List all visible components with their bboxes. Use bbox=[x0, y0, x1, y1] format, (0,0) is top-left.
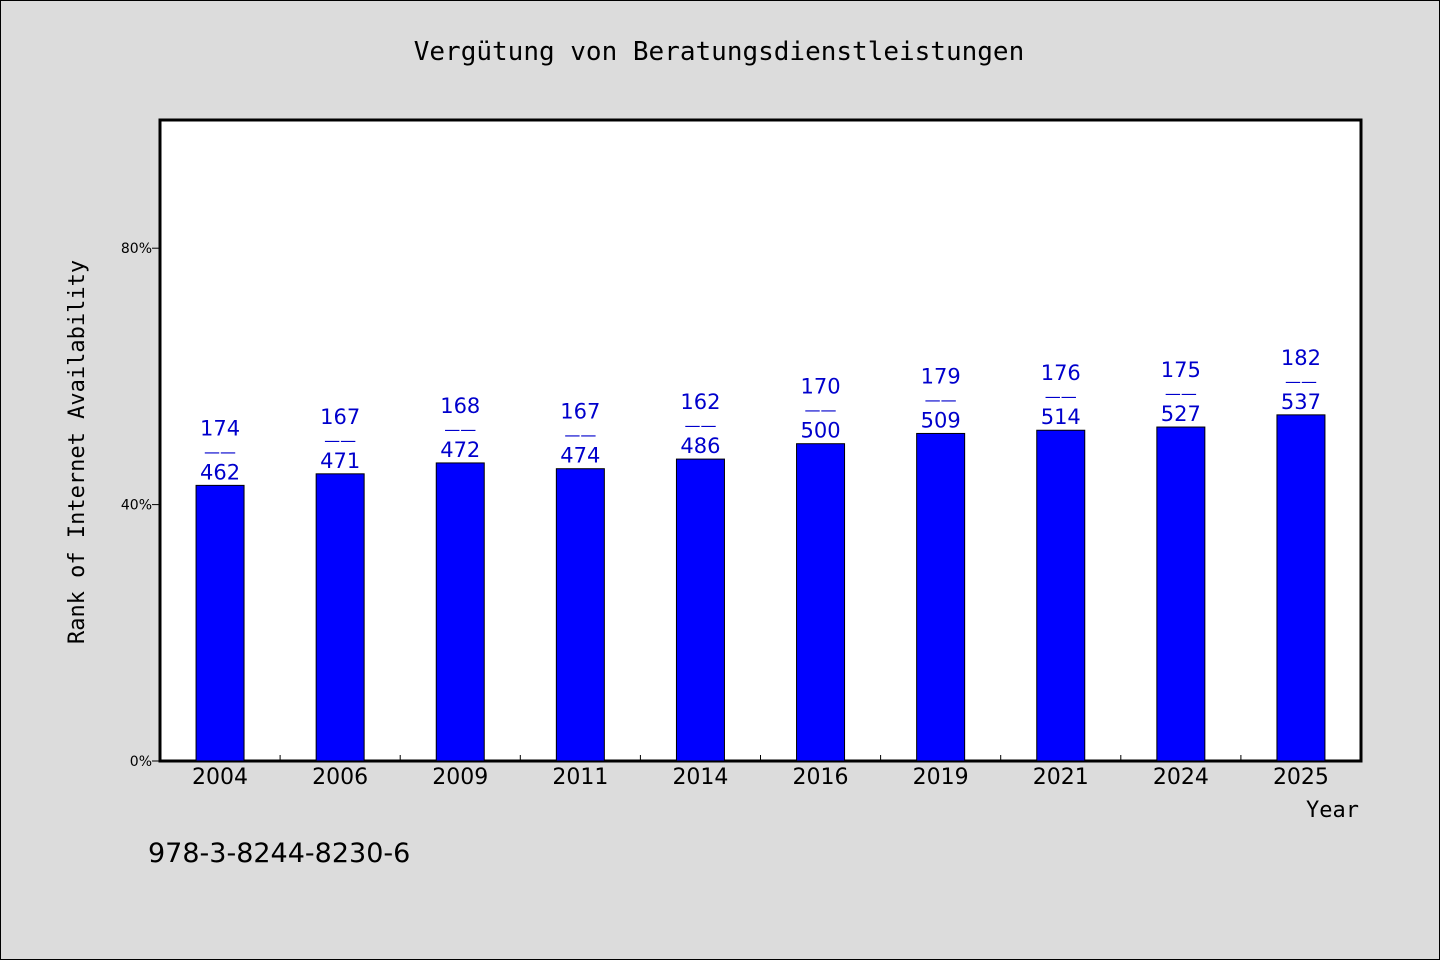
bar-2016 bbox=[796, 443, 846, 762]
data-label-bottom-2014: 486 bbox=[680, 434, 720, 458]
data-label-top-2014: 162 bbox=[680, 390, 720, 414]
x-tick-label-2009: 2009 bbox=[432, 765, 488, 790]
data-label-top-2016: 170 bbox=[801, 375, 841, 399]
x-tick-label-2024: 2024 bbox=[1153, 765, 1209, 790]
y-tick-label-40: 40% bbox=[121, 498, 152, 514]
data-label-top-2011: 167 bbox=[560, 400, 600, 424]
data-label-separator-2004: —— bbox=[204, 442, 236, 461]
bar-2021 bbox=[1036, 429, 1086, 762]
x-tick-label-2021: 2021 bbox=[1033, 765, 1089, 790]
data-label-top-2025: 182 bbox=[1281, 346, 1321, 370]
bar-2014 bbox=[675, 458, 725, 762]
bar-2024 bbox=[1156, 426, 1206, 762]
data-label-separator-2016: —— bbox=[805, 401, 837, 420]
data-label-top-2009: 168 bbox=[440, 394, 480, 418]
isbn-text: 978-3-8244-8230-6 bbox=[148, 838, 410, 869]
data-label-bottom-2011: 474 bbox=[560, 444, 600, 468]
x-tick-label-2006: 2006 bbox=[312, 765, 368, 790]
chart-title: Vergütung von Beratungsdienstleistungen bbox=[414, 37, 1024, 67]
data-label-bottom-2019: 509 bbox=[921, 408, 961, 432]
data-label-separator-2014: —— bbox=[684, 416, 716, 435]
bar-2011 bbox=[555, 468, 605, 762]
bar-2004 bbox=[195, 484, 245, 762]
y-tick-label-80: 80% bbox=[121, 241, 152, 257]
y-axis-label: Rank of Internet Availability bbox=[65, 260, 90, 644]
data-label-separator-2019: —— bbox=[925, 390, 957, 409]
data-label-top-2024: 175 bbox=[1161, 358, 1201, 382]
data-label-separator-2009: —— bbox=[444, 420, 476, 439]
x-tick-label-2025: 2025 bbox=[1273, 765, 1329, 790]
x-tick-label-2011: 2011 bbox=[552, 765, 608, 790]
data-label-bottom-2016: 500 bbox=[801, 419, 841, 443]
bar-2006 bbox=[315, 473, 365, 762]
data-label-top-2004: 174 bbox=[200, 416, 240, 440]
x-tick-label-2019: 2019 bbox=[913, 765, 969, 790]
data-label-bottom-2004: 462 bbox=[200, 460, 240, 484]
data-label-separator-2025: —— bbox=[1285, 372, 1317, 391]
bar-2025 bbox=[1276, 414, 1326, 762]
x-tick-label-2004: 2004 bbox=[192, 765, 248, 790]
data-label-top-2006: 167 bbox=[320, 405, 360, 429]
data-labels-layer: 174——462167——471168——472167——474162——486… bbox=[200, 346, 1321, 485]
bars-layer bbox=[195, 414, 1326, 762]
data-label-bottom-2024: 527 bbox=[1161, 402, 1201, 426]
data-label-bottom-2021: 514 bbox=[1041, 405, 1081, 429]
data-label-separator-2006: —— bbox=[324, 431, 356, 450]
data-label-separator-2011: —— bbox=[564, 426, 596, 445]
data-label-bottom-2006: 471 bbox=[320, 449, 360, 473]
bar-2019 bbox=[916, 432, 966, 762]
y-axis: 0% 40% 80% bbox=[121, 241, 160, 770]
x-tick-label-2016: 2016 bbox=[793, 765, 849, 790]
x-axis: 2004 2006 2009 2011 2014 2016 2019 2021 2024 2025 bbox=[192, 755, 1329, 790]
x-axis-label: Year bbox=[1306, 798, 1359, 823]
data-label-bottom-2025: 537 bbox=[1281, 390, 1321, 414]
data-label-separator-2021: —— bbox=[1045, 387, 1077, 406]
data-label-top-2021: 176 bbox=[1041, 361, 1081, 385]
x-tick-label-2014: 2014 bbox=[672, 765, 728, 790]
data-label-bottom-2009: 472 bbox=[440, 438, 480, 462]
y-tick-label-0: 0% bbox=[130, 754, 152, 770]
data-label-separator-2024: —— bbox=[1165, 384, 1197, 403]
data-label-top-2019: 179 bbox=[921, 364, 961, 388]
bar-2009 bbox=[435, 462, 485, 762]
